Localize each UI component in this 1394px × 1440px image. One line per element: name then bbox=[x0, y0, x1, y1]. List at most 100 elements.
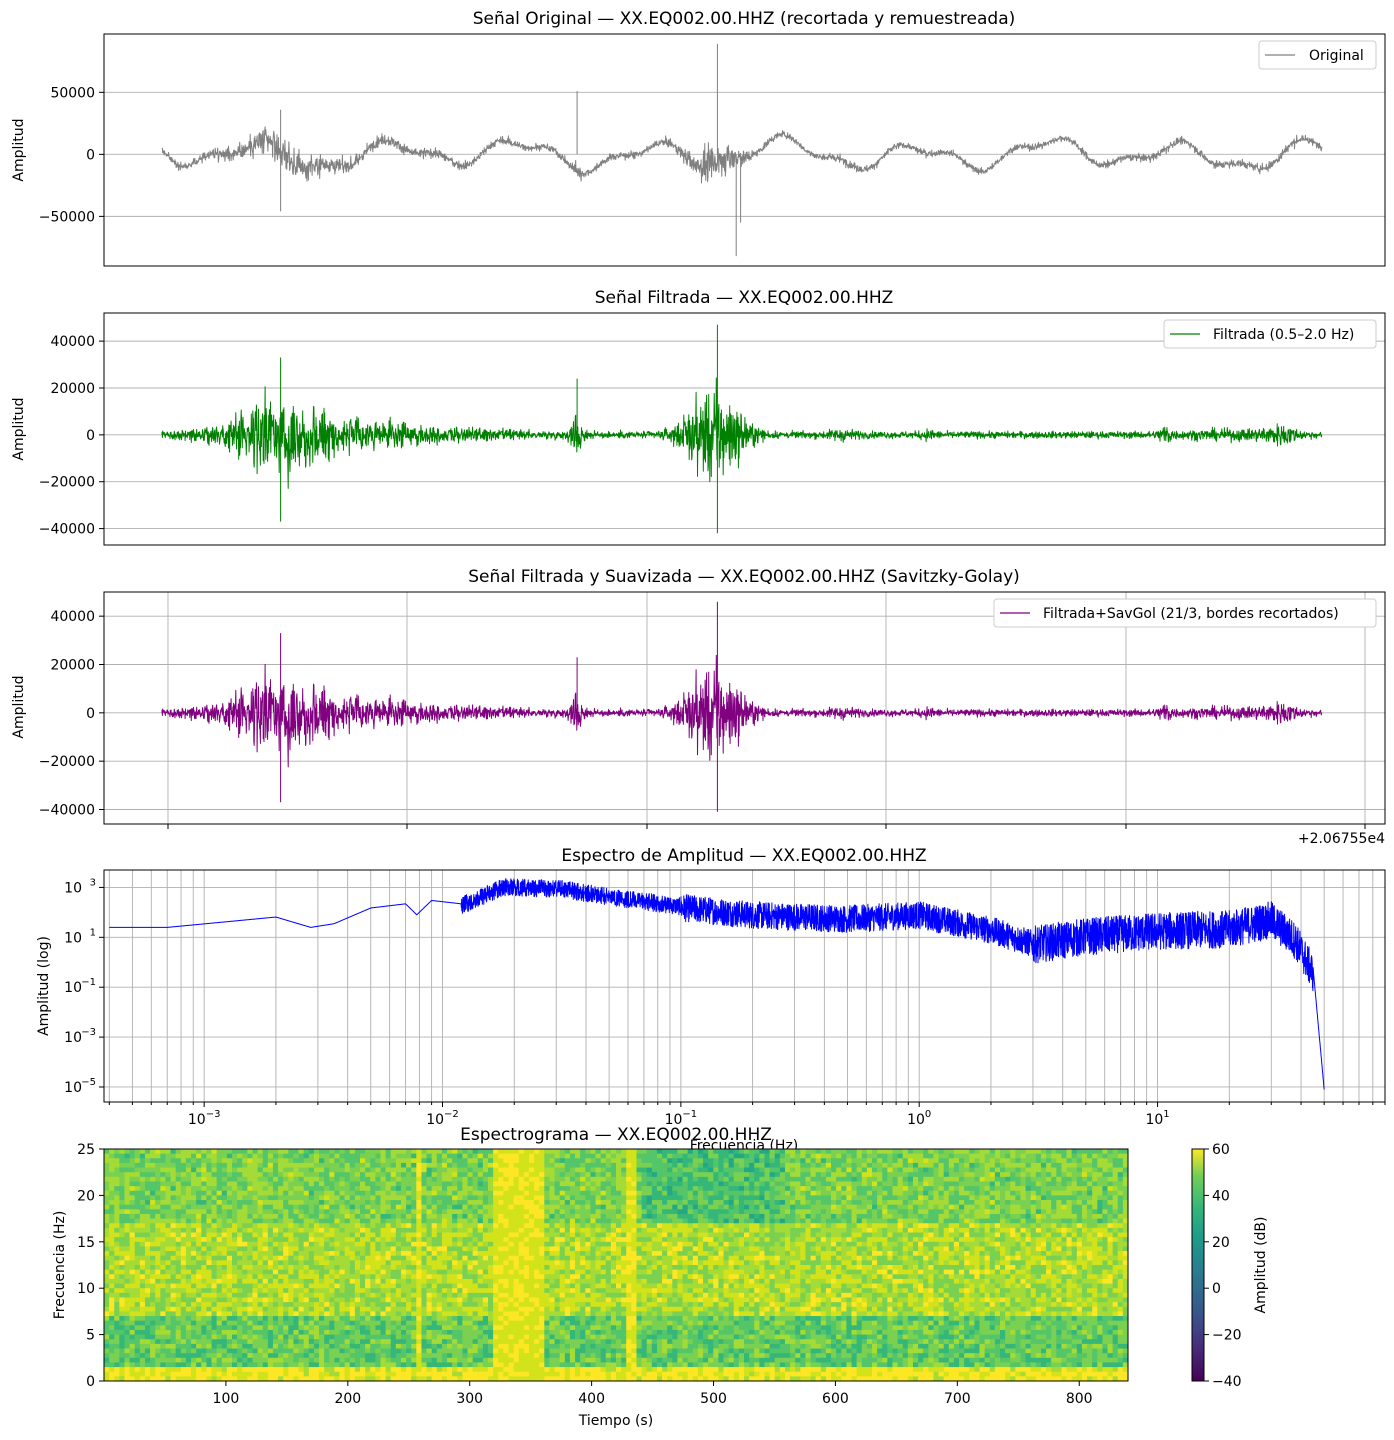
heatmap-cell bbox=[406, 1227, 412, 1233]
heatmap-cell bbox=[518, 1162, 525, 1168]
heatmap-cell bbox=[226, 1311, 233, 1317]
heatmap-cell bbox=[375, 1269, 381, 1275]
heatmap-cell bbox=[257, 1343, 264, 1349]
heatmap-cell bbox=[313, 1158, 320, 1164]
heatmap-cell bbox=[206, 1167, 212, 1173]
heatmap-cell bbox=[518, 1158, 525, 1164]
heatmap-cell bbox=[370, 1241, 376, 1247]
heatmap-cell bbox=[488, 1190, 494, 1196]
heatmap-cell bbox=[365, 1329, 371, 1335]
heatmap-cell bbox=[211, 1339, 218, 1345]
heatmap-cell bbox=[119, 1288, 125, 1294]
heatmap-cell bbox=[544, 1311, 550, 1317]
heatmap-cell bbox=[216, 1334, 223, 1340]
heatmap-cell bbox=[226, 1260, 233, 1266]
heatmap-cell bbox=[319, 1278, 325, 1284]
heatmap-cell bbox=[503, 1172, 509, 1178]
heatmap-cell bbox=[360, 1213, 366, 1219]
heatmap-cell bbox=[252, 1195, 258, 1201]
heatmap-cell bbox=[457, 1376, 463, 1382]
heatmap-cell bbox=[206, 1316, 212, 1322]
heatmap-cell bbox=[534, 1167, 540, 1173]
heatmap-cell bbox=[431, 1200, 438, 1206]
heatmap-cell bbox=[416, 1283, 422, 1289]
heatmap-cell bbox=[139, 1311, 146, 1317]
heatmap-cell bbox=[344, 1269, 351, 1275]
heatmap-cell bbox=[411, 1190, 417, 1196]
heatmap-cell bbox=[267, 1320, 274, 1326]
heatmap-cell bbox=[257, 1232, 264, 1238]
heatmap-cell bbox=[467, 1251, 474, 1257]
heatmap-cell bbox=[370, 1274, 376, 1280]
heatmap-cell bbox=[457, 1320, 463, 1326]
heatmap-cell bbox=[523, 1278, 530, 1284]
heatmap-cell bbox=[272, 1246, 279, 1252]
heatmap-cell bbox=[498, 1158, 504, 1164]
heatmap-cell bbox=[283, 1172, 289, 1178]
heatmap-cell bbox=[482, 1283, 489, 1289]
heatmap-cell bbox=[564, 1278, 571, 1284]
heatmap-cell bbox=[360, 1149, 366, 1155]
heatmap-cell bbox=[303, 1353, 310, 1359]
heatmap-cell bbox=[104, 1348, 110, 1354]
heatmap-cell bbox=[221, 1232, 228, 1238]
heatmap-cell bbox=[395, 1158, 402, 1164]
heatmap-cell bbox=[523, 1269, 530, 1275]
heatmap-cell bbox=[549, 1213, 555, 1219]
heatmap-cell bbox=[426, 1376, 433, 1382]
heatmap-cell bbox=[472, 1269, 479, 1275]
heatmap-cell bbox=[488, 1288, 494, 1294]
heatmap-cell bbox=[354, 1311, 361, 1317]
heatmap-cell bbox=[569, 1334, 576, 1340]
heatmap-cell bbox=[308, 1269, 315, 1275]
heatmap-cell bbox=[452, 1209, 458, 1215]
heatmap-cell bbox=[488, 1367, 494, 1373]
heatmap-cell bbox=[104, 1162, 110, 1168]
heatmap-cell bbox=[175, 1357, 182, 1363]
heatmap-cell bbox=[129, 1149, 136, 1155]
heatmap-cell bbox=[523, 1167, 530, 1173]
heatmap-cell bbox=[564, 1288, 571, 1294]
heatmap-cell bbox=[247, 1283, 253, 1289]
heatmap-cell bbox=[339, 1339, 346, 1345]
heatmap-cell bbox=[564, 1339, 571, 1345]
heatmap-cell bbox=[426, 1190, 433, 1196]
heatmap-cell bbox=[206, 1371, 212, 1377]
heatmap-cell bbox=[452, 1260, 458, 1266]
heatmap-cell bbox=[232, 1209, 238, 1215]
heatmap-cell bbox=[554, 1176, 561, 1182]
heatmap-cell bbox=[170, 1153, 177, 1159]
heatmap-cell bbox=[390, 1255, 397, 1261]
heatmap-cell bbox=[441, 1209, 448, 1215]
heatmap-cell bbox=[590, 1176, 596, 1182]
heatmap-cell bbox=[211, 1176, 218, 1182]
heatmap-cell bbox=[262, 1227, 269, 1233]
heatmap-cell bbox=[150, 1186, 156, 1192]
heatmap-cell bbox=[262, 1162, 269, 1168]
heatmap-cell bbox=[559, 1167, 566, 1173]
heatmap-cell bbox=[262, 1255, 269, 1261]
heatmap-cell bbox=[303, 1283, 310, 1289]
heatmap-cell bbox=[216, 1353, 223, 1359]
heatmap-cell bbox=[175, 1316, 182, 1322]
heatmap-cell bbox=[518, 1149, 525, 1155]
heatmap-cell bbox=[232, 1329, 238, 1335]
heatmap-cell bbox=[421, 1371, 427, 1377]
heatmap-cell bbox=[319, 1292, 325, 1298]
heatmap-cell bbox=[477, 1176, 484, 1182]
heatmap-cell bbox=[554, 1306, 561, 1312]
heatmap-cell bbox=[196, 1172, 202, 1178]
heatmap-cell bbox=[559, 1227, 566, 1233]
heatmap-cell bbox=[365, 1274, 371, 1280]
heatmap-cell bbox=[247, 1172, 253, 1178]
heatmap-cell bbox=[150, 1251, 156, 1257]
heatmap-cell bbox=[221, 1265, 228, 1271]
heatmap-cell bbox=[431, 1251, 438, 1257]
heatmap-cell bbox=[278, 1213, 284, 1219]
heatmap-cell bbox=[411, 1209, 417, 1215]
heatmap-cell bbox=[191, 1237, 197, 1243]
heatmap-cell bbox=[303, 1348, 310, 1354]
heatmap-cell bbox=[165, 1162, 171, 1168]
heatmap-cell bbox=[334, 1176, 340, 1182]
heatmap-cell bbox=[503, 1260, 509, 1266]
